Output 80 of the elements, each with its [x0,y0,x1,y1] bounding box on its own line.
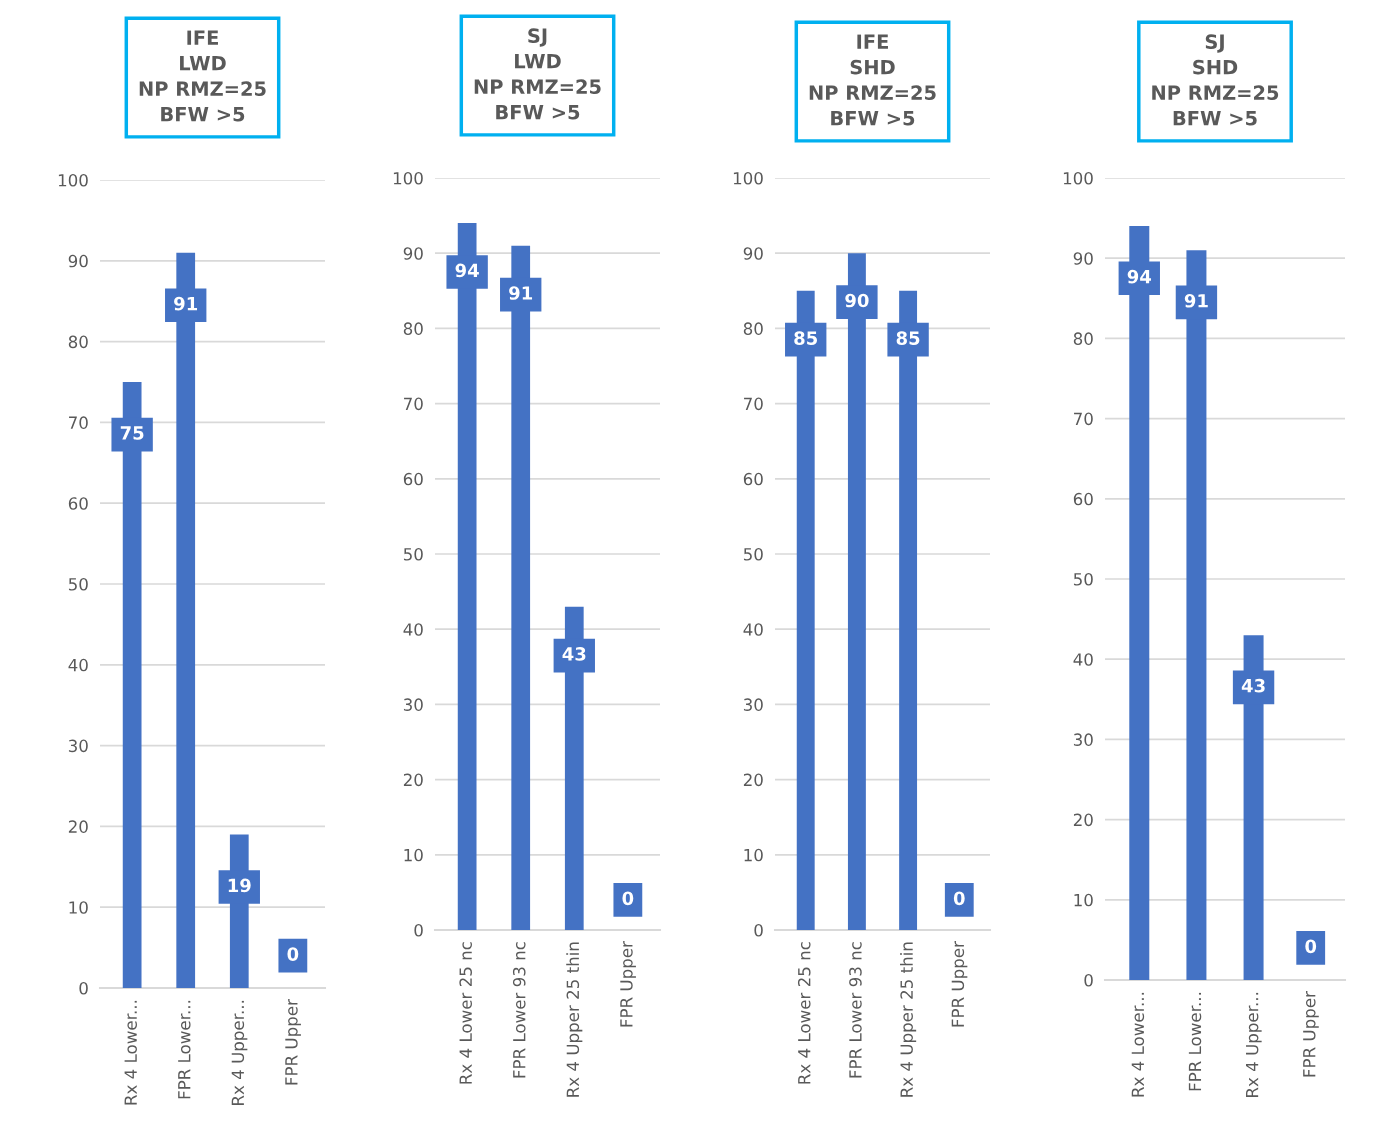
data-label: 91 [509,286,533,300]
data-label: 0 [953,891,965,906]
y-tick-label: 40 [403,623,423,636]
x-tick-label: FPR Lower 93 nc [512,942,526,1078]
y-tick-label: 10 [1074,893,1093,907]
y-tick-label: 80 [68,335,88,349]
y-tick-label: 60 [403,472,423,486]
y-tick-label: 50 [1073,572,1093,586]
y-tick-label: 30 [1073,733,1093,746]
x-tick-label: Rx 4 Lower... [124,1000,137,1105]
x-tick-label: Rx 4 Lower 25 nc [459,942,472,1084]
x-tick-label: Rx 4 Upper 25 thin [566,942,583,1097]
chart-title: SJ SHD NP RMZ=25 BFW >5 [1152,34,1279,126]
x-tick-label: FPR Upper [620,941,636,1027]
y-tick-label: 20 [1073,813,1093,827]
y-tick-label: 0 [1084,973,1093,987]
x-tick-label: FPR Upper [1303,991,1319,1077]
x-tick-label: FPR Upper [285,999,301,1085]
data-label: 85 [794,331,818,345]
y-tick-label: 30 [743,698,763,711]
y-tick-label: 50 [743,547,763,561]
y-tick-label: 40 [68,658,88,672]
y-tick-label: 10 [744,848,763,862]
x-tick-label: Rx 4 Upper... [231,1000,248,1105]
y-tick-label: 30 [68,739,88,753]
data-label: 43 [562,647,586,661]
data-label: 0 [622,891,634,906]
x-tick-label: Rx 4 Upper 25 thin [900,942,917,1097]
data-label: 19 [228,878,251,893]
data-label: 85 [896,331,920,345]
y-tick-label: 90 [68,254,88,268]
y-tick-label: 0 [414,923,423,937]
y-tick-label: 0 [79,981,88,995]
data-label: 0 [1305,939,1317,954]
y-tick-label: 70 [404,397,423,411]
y-tick-label: 60 [743,472,763,486]
x-tick-label: Rx 4 Lower 25 nc [797,942,811,1084]
data-label: 91 [1184,293,1208,308]
x-tick-label: FPR Lower 93 nc [849,942,862,1078]
data-label: 43 [1241,678,1265,693]
x-tick-label: Rx 4 Lower... [1131,992,1145,1097]
y-tick-label: 30 [403,698,423,711]
y-tick-label: 20 [68,820,88,833]
y-tick-label: 100 [393,171,423,185]
y-tick-label: 40 [1073,653,1093,666]
y-tick-label: 70 [744,397,763,411]
x-tick-label: FPR Lower... [178,1000,191,1099]
data-label: 90 [845,293,869,308]
y-tick-label: 90 [743,247,763,260]
y-tick-label: 100 [1063,171,1093,185]
x-tick-label: FPR Upper [951,941,968,1027]
x-tick-label: Rx 4 Upper... [1246,992,1262,1097]
data-label: 91 [174,296,198,311]
y-tick-label: 80 [403,322,423,335]
y-tick-label: 80 [1073,332,1093,345]
y-tick-label: 40 [743,623,763,636]
data-label: 94 [1127,269,1152,284]
y-tick-label: 20 [743,773,763,787]
y-tick-label: 10 [69,901,88,914]
chart-title: IFE SHD NP RMZ=25 BFW >5 [809,34,936,126]
y-tick-label: 80 [743,322,763,335]
y-tick-label: 60 [68,497,88,510]
chart-title: SJ LWD NP RMZ=25 BFW >5 [474,28,601,120]
x-tick-label: FPR Lower... [1188,992,1202,1091]
y-tick-label: 10 [404,848,423,862]
y-tick-label: 90 [403,247,423,260]
chart-title: IFE LWD NP RMZ=25 BFW >5 [139,30,266,122]
y-tick-label: 100 [58,173,88,187]
y-tick-label: 50 [68,577,88,591]
y-tick-label: 70 [69,416,88,429]
data-label: 75 [120,426,144,440]
y-tick-label: 100 [733,171,763,185]
y-tick-label: 0 [754,923,763,937]
y-tick-label: 60 [1073,492,1093,506]
y-tick-label: 20 [403,773,423,787]
data-label: 0 [287,947,299,961]
y-tick-label: 90 [1073,252,1093,265]
data-label: 94 [455,263,479,278]
y-tick-label: 70 [1074,412,1093,426]
y-tick-label: 50 [403,547,423,561]
